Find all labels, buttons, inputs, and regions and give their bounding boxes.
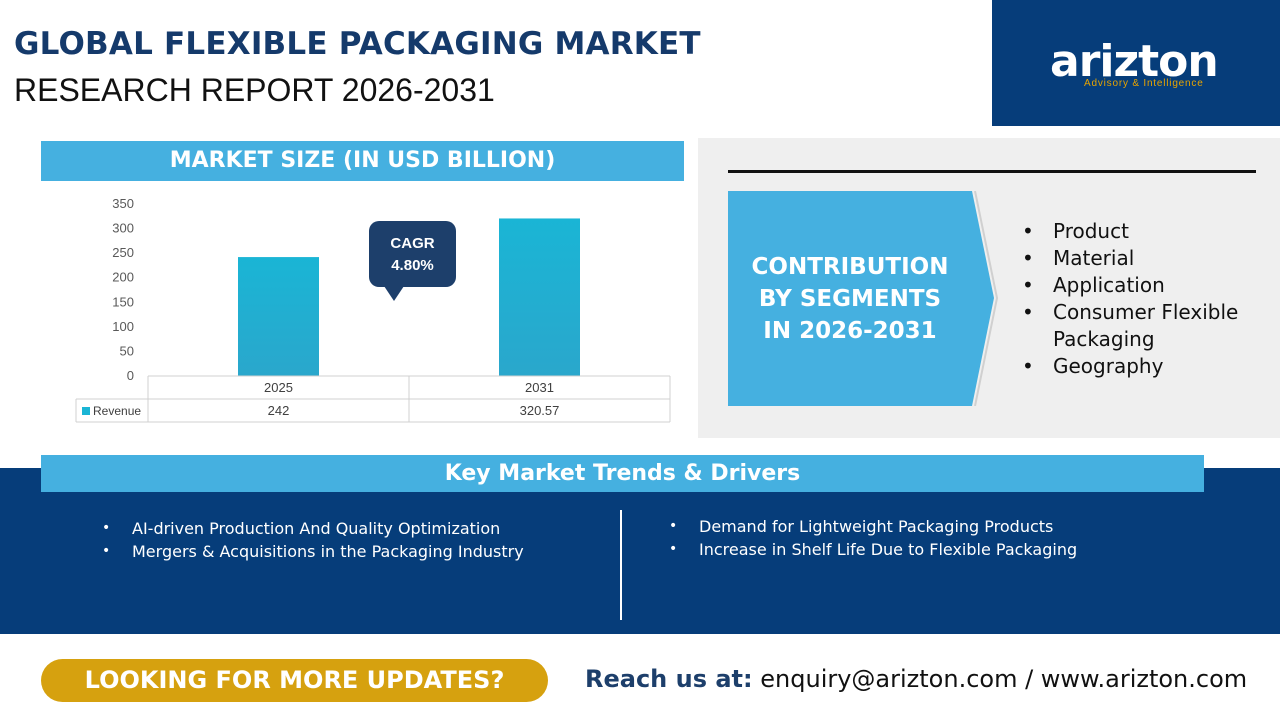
y-tick-label: 350 — [112, 196, 134, 211]
bar-2025 — [238, 257, 319, 376]
trend-item: AI-driven Production And Quality Optimiz… — [102, 517, 524, 540]
trends-list-left: AI-driven Production And Quality Optimiz… — [102, 517, 524, 563]
segment-item: Consumer Flexible Packaging — [1022, 299, 1252, 353]
trend-item: Demand for Lightweight Packaging Product… — [669, 515, 1077, 538]
segment-item: Material — [1022, 245, 1252, 272]
logo-panel: arizton Advisory & Intelligence — [992, 0, 1280, 126]
segments-heading: CONTRIBUTION BY SEGMENTS IN 2026-2031 — [728, 191, 972, 406]
more-updates-button[interactable]: LOOKING FOR MORE UPDATES? — [41, 659, 548, 702]
segments-list: Product Material Application Consumer Fl… — [1022, 218, 1252, 380]
cagr-callout: CAGR 4.80% — [369, 221, 456, 287]
legend-swatch — [82, 407, 90, 415]
trends-divider — [620, 510, 622, 620]
contact-info[interactable]: enquiry@arizton.com / www.arizton.com — [760, 665, 1248, 693]
trends-heading: Key Market Trends & Drivers — [41, 455, 1204, 492]
cagr-callout-pointer — [384, 286, 404, 301]
market-size-heading: MARKET SIZE (IN USD BILLION) — [41, 141, 684, 181]
contact-line: Reach us at: enquiry@arizton.com / www.a… — [585, 665, 1247, 693]
report-subtitle: RESEARCH REPORT 2026-2031 — [14, 72, 495, 108]
logo-tagline: Advisory & Intelligence — [1084, 78, 1204, 89]
segment-item: Geography — [1022, 353, 1252, 380]
legend-label: Revenue — [93, 404, 141, 418]
y-tick-label: 150 — [112, 294, 134, 309]
segment-item: Product — [1022, 218, 1252, 245]
trend-item: Mergers & Acquisitions in the Packaging … — [102, 540, 524, 563]
x-tick-label: 2025 — [264, 380, 293, 395]
cagr-value: 4.80% — [391, 257, 434, 274]
logo-wordmark: arizton — [1050, 36, 1219, 87]
market-size-chart: 0 50 100 150 200 250 300 350 2025 2031 Revenue 242 3… — [75, 196, 671, 423]
y-tick-label: 250 — [112, 245, 134, 260]
data-value-label: 320.57 — [520, 403, 560, 418]
contact-label: Reach us at: — [585, 665, 753, 693]
trends-list-right: Demand for Lightweight Packaging Product… — [669, 515, 1077, 561]
y-tick-label: 50 — [120, 343, 134, 358]
trend-item: Increase in Shelf Life Due to Flexible P… — [669, 538, 1077, 561]
y-tick-label: 300 — [112, 221, 134, 236]
y-tick-label: 200 — [112, 270, 134, 285]
y-tick-label: 100 — [112, 319, 134, 334]
cagr-label: CAGR — [390, 235, 435, 252]
segments-heading-text: CONTRIBUTION BY SEGMENTS IN 2026-2031 — [751, 253, 949, 344]
segment-item: Application — [1022, 272, 1252, 299]
segments-divider — [728, 170, 1256, 173]
segments-arrow — [972, 191, 998, 406]
x-tick-label: 2031 — [525, 380, 554, 395]
y-tick-label: 0 — [127, 368, 134, 383]
bar-2031 — [499, 218, 580, 376]
report-title: GLOBAL FLEXIBLE PACKAGING MARKET — [14, 26, 701, 62]
data-value-label: 242 — [268, 403, 290, 418]
